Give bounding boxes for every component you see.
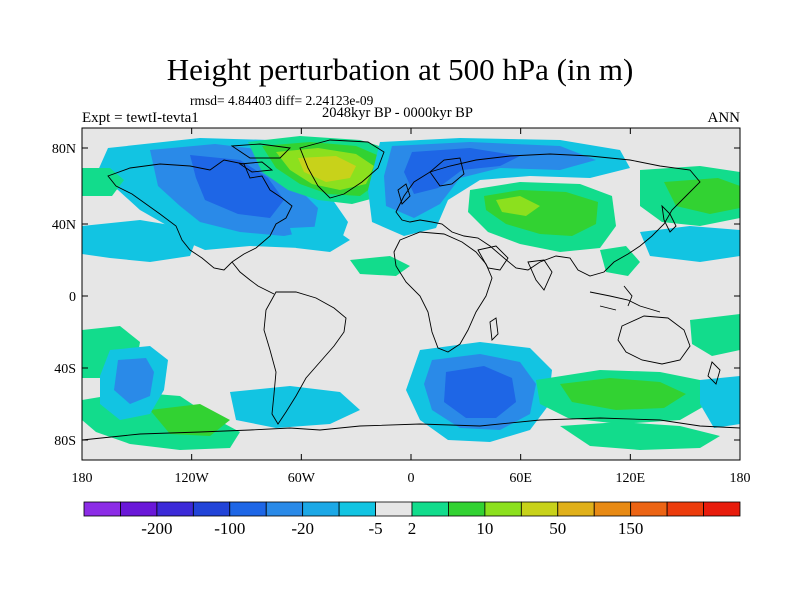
period-label: 2048kyr BP - 0000kyr BP xyxy=(322,105,473,121)
contour-asia-yellowgreen xyxy=(496,196,540,216)
contour-sind-blue xyxy=(444,366,516,418)
lon-tick-label: 120E xyxy=(616,471,646,486)
contour-aus-green xyxy=(560,378,686,410)
colorbar-box xyxy=(120,501,158,517)
lat-tick-label: 40N xyxy=(52,218,76,233)
season-label: ANN xyxy=(707,110,741,126)
coast-south-america xyxy=(263,291,347,425)
lon-tick-label: 60W xyxy=(288,471,316,486)
contour-gulf-cyan xyxy=(290,226,350,252)
colorbar-label: -20 xyxy=(291,519,314,538)
lon-tick-label: 120W xyxy=(175,471,210,486)
lat-tick-label: 0 xyxy=(69,290,76,305)
colorbar-box xyxy=(411,501,449,517)
experiment-label: Expt = tewtI-tevta1 xyxy=(82,110,199,126)
coast-british-isles xyxy=(397,183,411,205)
contour-antarctic-teal xyxy=(560,422,720,450)
colorbar-box xyxy=(557,501,595,517)
colorbar-box xyxy=(484,501,522,517)
colorbar-box xyxy=(375,501,413,517)
coast-new-zealand xyxy=(707,361,721,385)
colorbar-box xyxy=(593,501,632,517)
coast-central-america xyxy=(231,261,275,295)
colorbar-label: 150 xyxy=(618,519,644,538)
colorbar-box xyxy=(229,501,267,517)
colorbar-box xyxy=(83,501,121,517)
contour-sa-lightblue xyxy=(114,358,154,404)
lat-tick-label: 80S xyxy=(54,434,76,449)
contour-npacific-cyan xyxy=(82,220,196,262)
colorbar-labels: -200 -100 -20 -5 2 10 50 150 xyxy=(141,519,643,538)
colorbar-box xyxy=(156,501,194,517)
coast-australia xyxy=(617,315,691,365)
lon-tick-label: 180 xyxy=(72,471,93,486)
coast-india xyxy=(527,259,553,291)
lat-tick-label: 80N xyxy=(52,142,76,157)
colorbar-box xyxy=(448,501,486,517)
contour-npacific-cyan-east xyxy=(640,226,740,262)
coast-scandinavia xyxy=(429,157,465,187)
colorbar-label: -5 xyxy=(368,519,382,538)
coast-greenland xyxy=(299,139,385,199)
contour-southpole-cyan xyxy=(230,386,360,428)
coast-antarctica xyxy=(82,417,740,441)
contour-pacific-green xyxy=(664,178,740,214)
contour-sw-green xyxy=(150,404,230,436)
colorbar-box xyxy=(703,501,741,517)
colorbar-box xyxy=(520,501,559,517)
longitude-axis: 180 120W 60W 0 60E 120E 180 xyxy=(72,128,751,486)
colorbar-box xyxy=(265,501,304,517)
coast-arabia xyxy=(477,245,509,271)
coast-north-america xyxy=(107,159,293,271)
colorbar-box xyxy=(338,501,376,517)
latitude-axis: 80N 40N 0 40S 80S xyxy=(52,142,740,449)
coastlines xyxy=(82,139,740,441)
lon-tick-label: 0 xyxy=(408,471,415,486)
contour-seasia-teal xyxy=(600,246,640,276)
coast-arctic-islands xyxy=(230,143,291,173)
colorbar-box xyxy=(630,501,668,517)
contour-na-blue xyxy=(190,155,284,218)
colorbar-box xyxy=(302,501,340,517)
contour-se-pacific-teal xyxy=(690,314,740,356)
colorbar-label: 50 xyxy=(549,519,566,538)
contour-eurasia-blue xyxy=(404,148,520,194)
contour-antarctic-cyan xyxy=(700,376,740,428)
colorbar-label: -100 xyxy=(214,519,245,538)
lon-tick-label: 180 xyxy=(730,471,751,486)
colorbar-label: 2 xyxy=(408,519,417,538)
plot-title: Height perturbation at 500 hPa (in m) xyxy=(166,52,634,87)
coast-japan xyxy=(661,204,677,233)
colorbar-box xyxy=(192,501,231,517)
lon-tick-label: 60E xyxy=(509,471,532,486)
coast-eurasia xyxy=(395,153,701,277)
contour-west-pacific-teal xyxy=(82,168,124,196)
stats-label: rmsd= 4.84403 diff= 2.24123e-09 xyxy=(190,93,374,108)
lat-tick-label: 40S xyxy=(54,362,76,377)
colorbar-box xyxy=(666,501,704,517)
colorbar-boxes xyxy=(83,501,741,517)
coast-madagascar xyxy=(489,317,499,341)
colorbar-label: -200 xyxy=(141,519,172,538)
coast-indonesia xyxy=(589,285,661,313)
colorbar-label: 10 xyxy=(476,519,493,538)
coast-africa xyxy=(393,231,493,353)
